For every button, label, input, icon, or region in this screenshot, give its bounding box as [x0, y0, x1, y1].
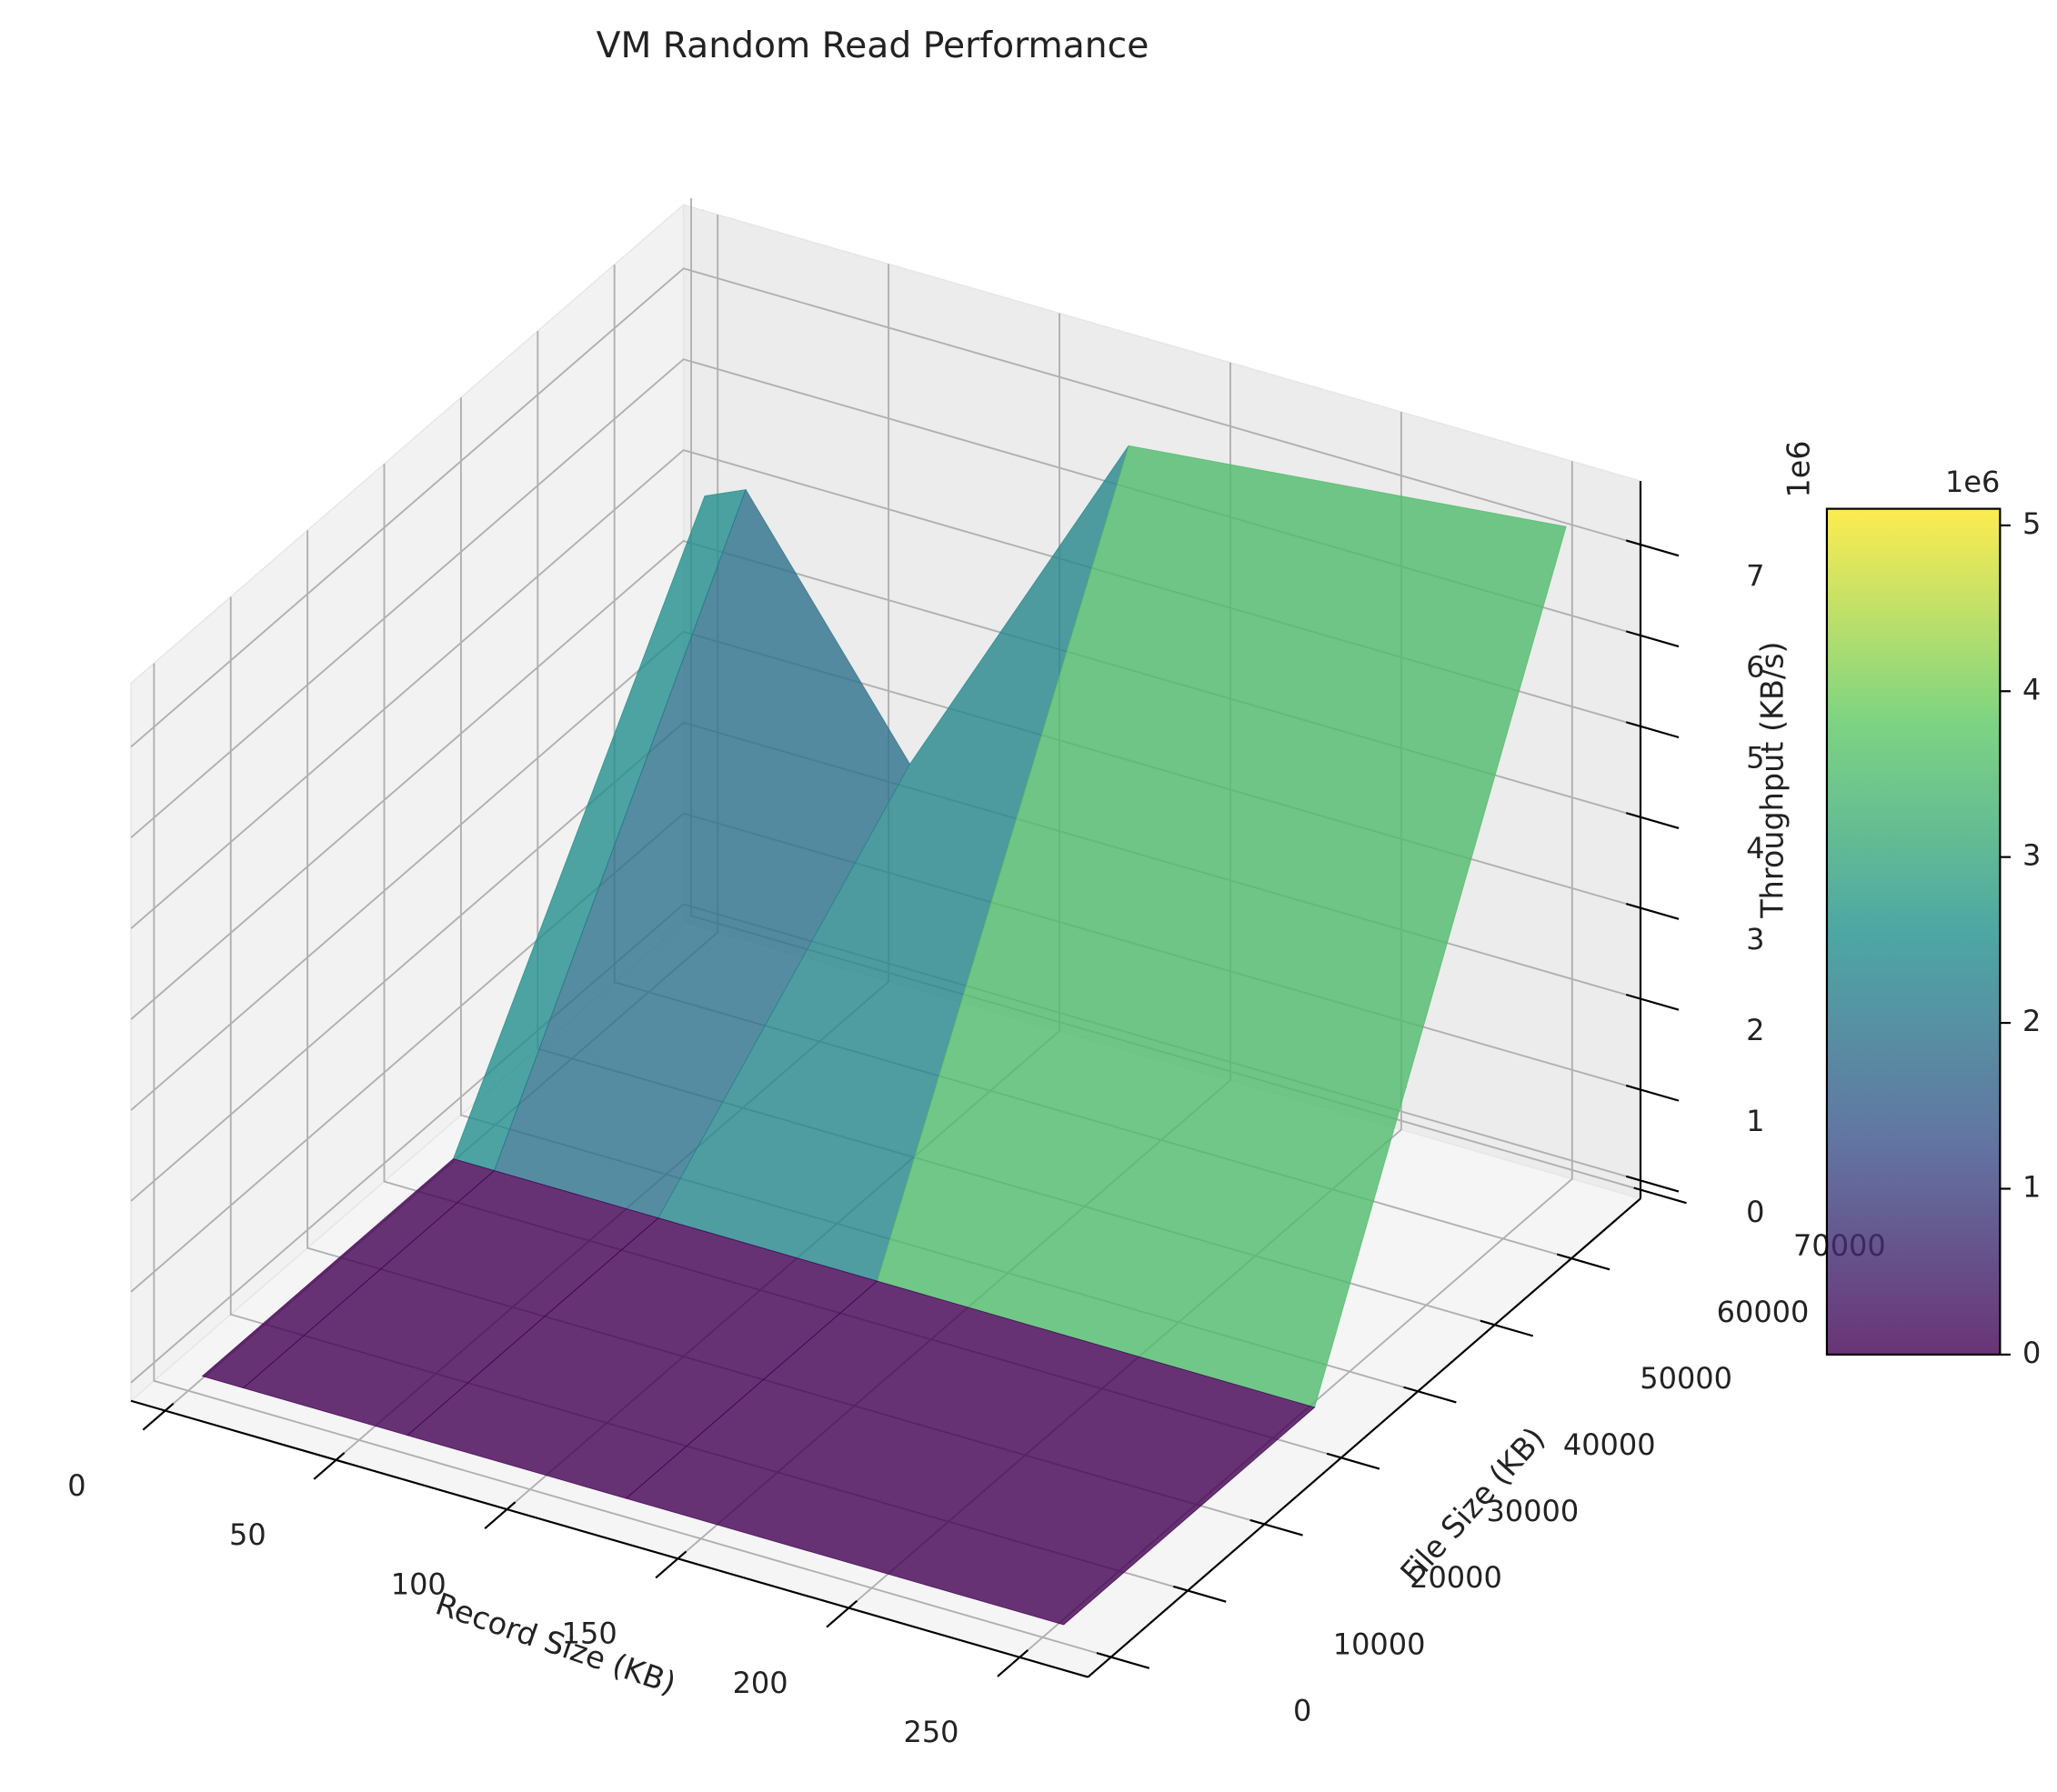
- colorbar-tick-label: 1: [2022, 1169, 2041, 1204]
- y-tick: [1326, 1452, 1380, 1470]
- y-tick-label: 30000: [1487, 1494, 1580, 1528]
- y-tick: [1096, 1652, 1150, 1669]
- z-tick: [1625, 721, 1680, 739]
- x-axis-label: Record Size (KB): [431, 1586, 680, 1701]
- x-tick: [826, 1599, 858, 1628]
- z-tick-label: 1: [1746, 1104, 1764, 1138]
- z-tick-label: 2: [1746, 1013, 1764, 1047]
- y-tick-label: 60000: [1717, 1295, 1810, 1329]
- colorbar-tick-label: 4: [2022, 672, 2041, 706]
- y-tick: [1556, 1253, 1610, 1271]
- y-tick-label: 10000: [1333, 1627, 1426, 1661]
- x-tick: [142, 1402, 175, 1431]
- z-offset-label: 1e6: [1781, 440, 1816, 497]
- x-tick: [313, 1452, 346, 1480]
- z-axis-label: Throughput (KB/s): [1754, 641, 1790, 918]
- y-tick: [1249, 1518, 1303, 1537]
- x-tick-label: 50: [229, 1517, 266, 1552]
- colorbar-tick-label: 3: [2022, 838, 2041, 873]
- z-tick-label: 0: [1746, 1195, 1764, 1229]
- z-tick: [1625, 993, 1680, 1011]
- colorbar-tick-label: 0: [2022, 1336, 2041, 1370]
- surface: [201, 445, 1567, 1626]
- x-tick-label: 100: [391, 1567, 447, 1601]
- y-tick-label: 0: [1293, 1693, 1311, 1727]
- z-tick: [1625, 1175, 1680, 1193]
- y-tick: [1633, 1186, 1687, 1205]
- z-tick-label: 7: [1746, 558, 1764, 593]
- z-tick: [1625, 903, 1680, 920]
- x-tick: [997, 1649, 1029, 1677]
- z-tick: [1625, 1084, 1680, 1102]
- surface-face: [625, 1280, 1316, 1626]
- x-tick-label: 250: [904, 1715, 959, 1749]
- colorbar-tick-label: 2: [2022, 1004, 2041, 1038]
- z-tick-label: 6: [1746, 649, 1764, 684]
- colorbar: 1e6 0 1 2 3 4 5: [1825, 465, 2041, 1370]
- chart-title: VM Random Read Performance: [597, 25, 1149, 66]
- z-tick-label: 4: [1746, 831, 1764, 866]
- z-tick: [1625, 812, 1680, 829]
- y-axis-line: [1087, 1197, 1641, 1678]
- z-tick: [1625, 539, 1680, 557]
- grid-line: [153, 663, 1111, 1658]
- colorbar-gradient: [1825, 507, 2002, 1356]
- y-tick: [1480, 1319, 1534, 1337]
- z-tick-label: 3: [1746, 922, 1764, 956]
- x-tick-label: 0: [67, 1468, 85, 1503]
- x-tick-label: 200: [733, 1666, 788, 1700]
- y-tick: [1403, 1386, 1457, 1404]
- colorbar-tick-label: 5: [2022, 506, 2041, 541]
- axes: 0501001502002500100002000030000400005000…: [67, 481, 1886, 1749]
- x-tick-label: 150: [562, 1617, 617, 1651]
- y-tick: [1173, 1585, 1227, 1603]
- y-tick-label: 20000: [1410, 1560, 1502, 1595]
- x-axis-line: [130, 1399, 1089, 1678]
- grid-line: [130, 267, 1641, 748]
- x-tick: [484, 1501, 517, 1529]
- y-tick-label: 50000: [1640, 1361, 1732, 1396]
- z-tick-label: 5: [1746, 740, 1764, 775]
- x-tick: [655, 1550, 687, 1579]
- z-tick: [1625, 630, 1680, 648]
- colorbar-offset-label: 1e6: [1945, 465, 2000, 499]
- y-tick-label: 40000: [1563, 1427, 1656, 1462]
